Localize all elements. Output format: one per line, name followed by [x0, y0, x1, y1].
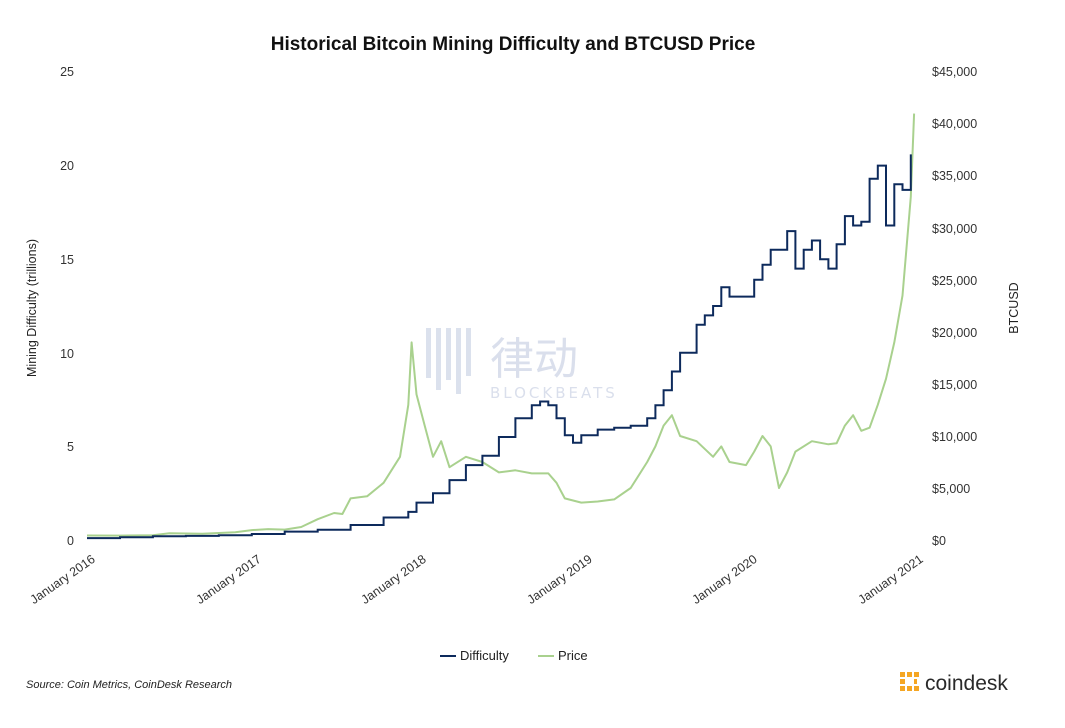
y-axis-right-ticks: $0 $5,000 $10,000 $15,000 $20,000 $25,00…: [932, 65, 977, 548]
watermark-chinese: 律动: [490, 334, 578, 385]
source-note: Source: Coin Metrics, CoinDesk Research: [26, 679, 232, 691]
y-axis-left-ticks: 0 5 10 15 20 25: [60, 65, 74, 548]
y-tick-label: 15: [60, 253, 74, 267]
watermark: 律动 BLOCKBEATS: [426, 328, 618, 402]
x-tick-label: January 2016: [28, 552, 98, 607]
legend-label-price: Price: [558, 648, 588, 663]
x-tick-label: January 2021: [856, 552, 926, 607]
x-tick-label: January 2018: [359, 552, 429, 607]
y-tick-label: 20: [60, 159, 74, 173]
coindesk-logo: coindesk: [900, 672, 1008, 695]
y2-tick-label: $45,000: [932, 65, 977, 79]
x-tick-label: January 2019: [525, 552, 595, 607]
legend-label-difficulty: Difficulty: [460, 648, 509, 663]
chart-title: Historical Bitcoin Mining Difficulty and…: [271, 34, 756, 55]
y2-tick-label: $40,000: [932, 117, 977, 131]
series-line-difficulty: [87, 154, 912, 540]
coindesk-wordmark: coindesk: [925, 672, 1008, 695]
y-tick-label: 25: [60, 65, 74, 79]
series-line-price: [86, 113, 916, 537]
y2-tick-label: $25,000: [932, 274, 977, 288]
x-axis-ticks: January 2016 January 2017 January 2018 J…: [28, 552, 926, 607]
y-tick-label: 5: [67, 440, 74, 454]
y2-tick-label: $10,000: [932, 430, 977, 444]
y-tick-label: 0: [67, 534, 74, 548]
y2-tick-label: $35,000: [932, 169, 977, 183]
coindesk-mark-icon: [900, 672, 919, 691]
y2-tick-label: $30,000: [932, 222, 977, 236]
watermark-logo-icon: [426, 328, 471, 394]
y2-tick-label: $5,000: [932, 482, 970, 496]
watermark-latin: BLOCKBEATS: [490, 384, 618, 402]
x-tick-label: January 2020: [690, 552, 760, 607]
y2-tick-label: $15,000: [932, 378, 977, 392]
legend: Difficulty Price: [440, 648, 588, 663]
y2-tick-label: $20,000: [932, 326, 977, 340]
y2-tick-label: $0: [932, 534, 946, 548]
x-tick-label: January 2017: [194, 552, 264, 607]
y2-axis-title: BTCUSD: [1007, 282, 1021, 333]
y-tick-label: 10: [60, 347, 74, 361]
y-axis-title: Mining Difficulty (trillions): [25, 239, 39, 377]
